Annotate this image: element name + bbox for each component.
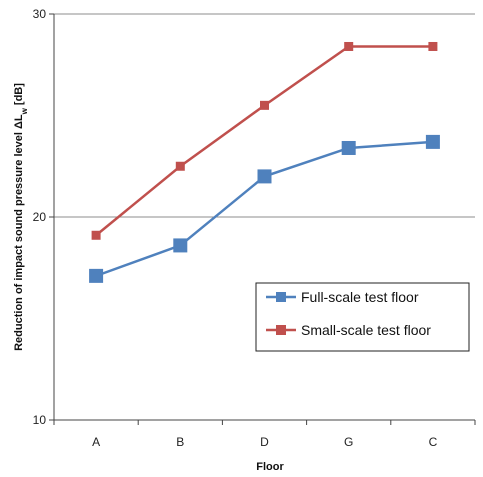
data-point	[173, 238, 188, 253]
x-tick-label: D	[260, 435, 269, 449]
y-tick-label: 30	[33, 7, 47, 21]
legend-label: Full-scale test floor	[301, 289, 419, 305]
data-point	[428, 41, 438, 51]
series-line	[95, 140, 433, 278]
y-axis-title-unit: [dB]	[13, 83, 25, 108]
x-tick-label: C	[429, 435, 438, 449]
x-tick-label: B	[176, 435, 184, 449]
legend-swatch-marker	[276, 325, 286, 335]
axes	[49, 13, 476, 425]
y-tick-labels: 10 20 30	[33, 7, 47, 427]
y-axis-title-main: Reduction of impact sound pressure level…	[13, 114, 25, 351]
y-axis-title: Reduction of impact sound pressure level…	[13, 83, 29, 351]
legend-entry-small-scale: Small-scale test floor	[266, 322, 431, 338]
x-tick-label: G	[344, 435, 353, 449]
y-axis-title-subscript: w	[20, 107, 29, 115]
x-axis-title: Floor	[256, 461, 284, 473]
series-0	[89, 134, 440, 283]
series-line	[95, 45, 433, 237]
legend-entry-full-scale: Full-scale test floor	[266, 289, 419, 305]
gridlines	[54, 13, 475, 218]
data-point	[341, 140, 356, 155]
data-point	[344, 41, 354, 51]
legend-label: Small-scale test floor	[301, 322, 431, 338]
data-point	[425, 134, 440, 149]
legend-swatch-marker	[276, 292, 286, 302]
y-tick-label: 20	[33, 210, 47, 224]
data-point	[260, 100, 269, 110]
data-point	[257, 169, 272, 184]
data-point	[175, 161, 185, 171]
legend: Full-scale test floor Small-scale test f…	[255, 282, 470, 352]
series-1	[91, 41, 438, 240]
series	[89, 41, 440, 283]
data-point	[89, 268, 104, 283]
y-tick-label: 10	[33, 413, 47, 427]
legend-box	[255, 282, 470, 352]
x-tick-label: A	[92, 435, 100, 449]
data-point	[91, 230, 101, 240]
